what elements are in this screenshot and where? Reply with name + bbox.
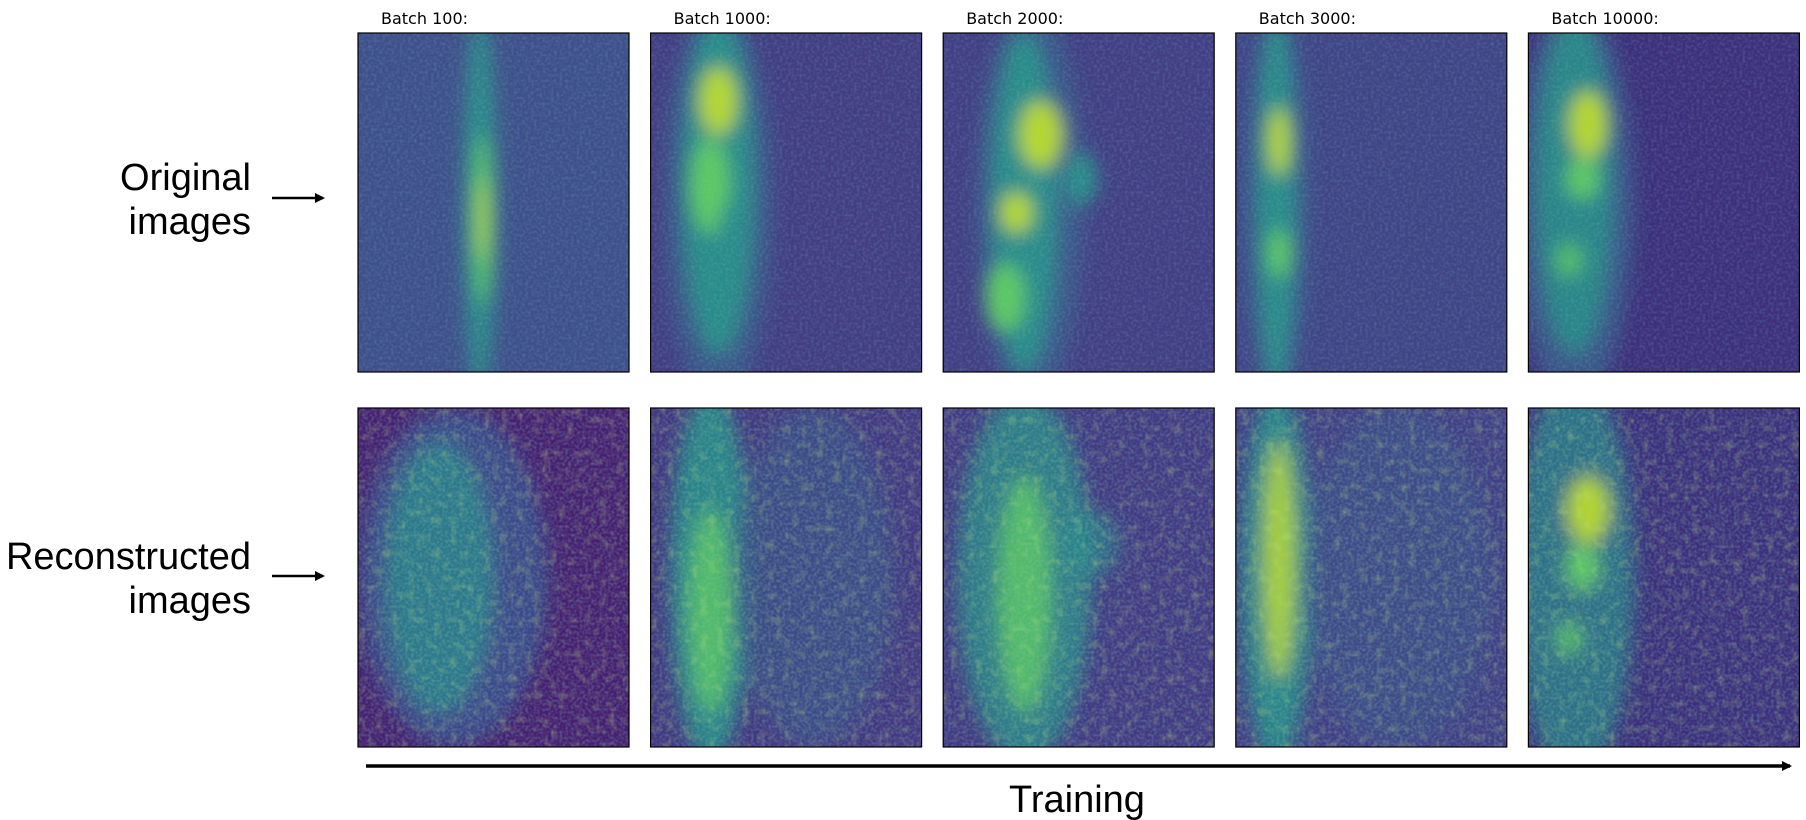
row-label: images xyxy=(129,201,252,243)
heatmap xyxy=(943,0,1214,406)
noise xyxy=(943,408,1214,747)
page: Training Original images Reconstructed i… xyxy=(0,0,1806,820)
figure: Training Original images Reconstructed i… xyxy=(0,0,1806,820)
heatmap xyxy=(1515,374,1800,781)
image-panel xyxy=(1515,374,1800,781)
noise xyxy=(358,408,629,747)
noise xyxy=(651,33,922,372)
noise xyxy=(651,408,922,747)
heatmap xyxy=(943,391,1214,764)
heatmap xyxy=(651,0,922,406)
panel-title: Batch 2000: xyxy=(966,9,1063,28)
image-panel xyxy=(1236,391,1507,764)
heatmap xyxy=(1515,0,1800,406)
row-label: Original xyxy=(120,157,251,199)
image-panel xyxy=(651,391,922,764)
noise xyxy=(1528,408,1799,747)
noise xyxy=(1236,408,1507,747)
image-panel xyxy=(651,0,922,406)
row-label: images xyxy=(129,580,252,622)
heatmap xyxy=(358,408,629,747)
heatmap xyxy=(1236,391,1507,764)
noise xyxy=(1236,33,1507,372)
image-panel xyxy=(358,0,629,406)
image-panel xyxy=(1236,0,1507,406)
noise xyxy=(943,33,1214,372)
panel-title: Batch 3000: xyxy=(1259,9,1356,28)
image-panel xyxy=(943,0,1214,406)
noise xyxy=(1528,33,1799,372)
row-label: Reconstructed xyxy=(6,536,251,578)
heatmap xyxy=(1236,0,1507,406)
panel-title: Batch 1000: xyxy=(674,9,771,28)
image-panel xyxy=(358,408,629,747)
panel-title: Batch 10000: xyxy=(1551,9,1658,28)
noise xyxy=(358,33,629,372)
training-label: Training xyxy=(1009,779,1145,820)
panel-title: Batch 100: xyxy=(381,9,468,28)
image-panel xyxy=(943,391,1214,764)
heatmap xyxy=(358,0,629,406)
image-panel xyxy=(1515,0,1800,406)
heatmap xyxy=(651,391,922,764)
